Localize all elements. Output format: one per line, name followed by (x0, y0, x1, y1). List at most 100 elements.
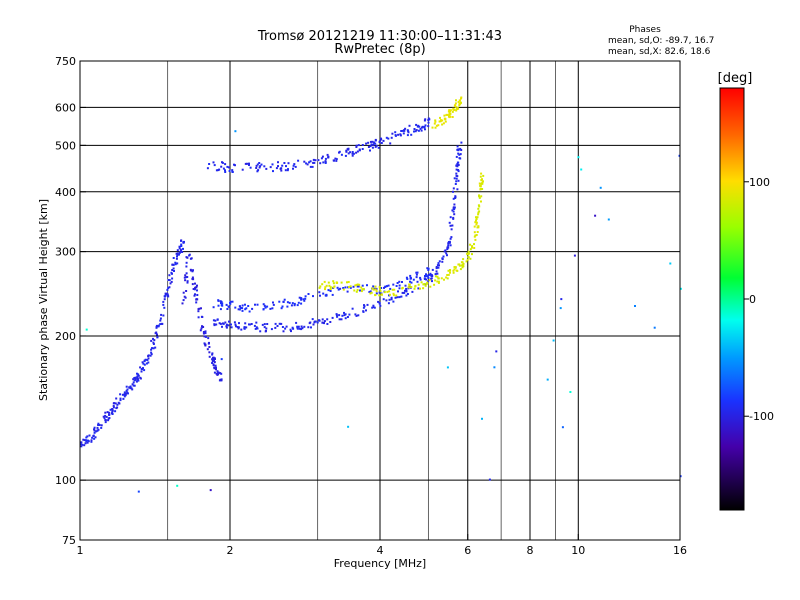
data-point (236, 326, 239, 328)
data-point (257, 169, 260, 172)
data-point (455, 164, 458, 167)
data-point (377, 300, 380, 303)
data-point (443, 114, 446, 117)
data-point (679, 287, 682, 290)
data-point (304, 297, 307, 300)
data-point (380, 138, 383, 141)
data-point (184, 279, 187, 282)
data-point (480, 172, 483, 175)
data-point (196, 289, 198, 292)
data-point (155, 331, 158, 334)
data-point (319, 162, 322, 165)
data-point (477, 213, 480, 216)
data-point (441, 123, 444, 126)
data-point (460, 261, 463, 264)
data-point (466, 258, 469, 261)
data-point (456, 106, 459, 109)
data-point (199, 329, 202, 332)
data-point (452, 197, 455, 200)
data-point (428, 279, 431, 282)
data-point (256, 163, 259, 166)
data-point (455, 99, 457, 102)
data-point (332, 159, 335, 162)
data-point (453, 266, 456, 268)
data-point (224, 171, 227, 173)
data-point (434, 120, 437, 123)
data-point (607, 218, 610, 221)
data-point (408, 124, 411, 127)
data-point (309, 160, 312, 163)
data-point (362, 310, 365, 313)
data-point (298, 327, 301, 330)
data-point (419, 127, 422, 130)
data-point (429, 273, 432, 276)
data-point (441, 257, 444, 260)
data-point (378, 302, 381, 304)
data-point (185, 272, 188, 275)
data-point (355, 283, 358, 286)
data-point (433, 283, 436, 286)
data-point (166, 293, 169, 296)
data-point (234, 130, 237, 133)
data-point (227, 324, 230, 327)
data-point (338, 151, 340, 154)
data-point (374, 145, 377, 148)
data-point (149, 354, 152, 357)
data-point (234, 323, 237, 326)
data-point (451, 110, 454, 113)
data-point (179, 248, 182, 251)
data-point (329, 288, 332, 290)
data-point (458, 104, 461, 107)
data-point (559, 307, 562, 310)
data-point (200, 327, 203, 330)
data-point (453, 177, 456, 180)
data-point (300, 297, 303, 300)
data-point (96, 429, 99, 432)
data-point (220, 378, 223, 381)
data-point (207, 337, 210, 340)
data-point (344, 286, 347, 289)
data-point (247, 305, 250, 307)
data-point (452, 206, 455, 209)
data-point (423, 119, 426, 122)
data-point (477, 225, 480, 228)
data-point (326, 318, 329, 321)
data-point (423, 126, 426, 129)
data-point (338, 318, 341, 321)
data-point (436, 275, 439, 278)
data-point (155, 324, 158, 327)
data-point (449, 244, 452, 247)
x-tick-label: 10 (571, 544, 585, 557)
data-point (312, 295, 314, 298)
data-point (286, 169, 289, 172)
data-point (225, 303, 228, 306)
data-point (100, 426, 103, 429)
data-point (357, 314, 360, 317)
data-point (441, 119, 444, 122)
data-point (355, 151, 358, 154)
data-point (243, 327, 246, 330)
data-point (387, 284, 390, 287)
data-point (473, 247, 476, 249)
plot-grid (80, 61, 680, 540)
data-point (452, 190, 454, 193)
data-point (435, 270, 438, 273)
data-point (224, 163, 227, 166)
data-point (185, 256, 188, 259)
data-point (344, 313, 347, 316)
data-point (191, 283, 194, 286)
data-point (478, 196, 481, 199)
data-point (345, 150, 348, 153)
data-point (424, 118, 427, 121)
data-point (161, 322, 164, 325)
data-point (86, 441, 89, 444)
data-point (261, 323, 264, 326)
data-point (248, 310, 251, 313)
data-point (253, 324, 256, 327)
data-point (455, 168, 458, 171)
data-point (374, 288, 377, 291)
data-point (405, 294, 408, 297)
data-point (458, 157, 461, 160)
data-point (311, 318, 314, 321)
data-point (453, 206, 456, 209)
